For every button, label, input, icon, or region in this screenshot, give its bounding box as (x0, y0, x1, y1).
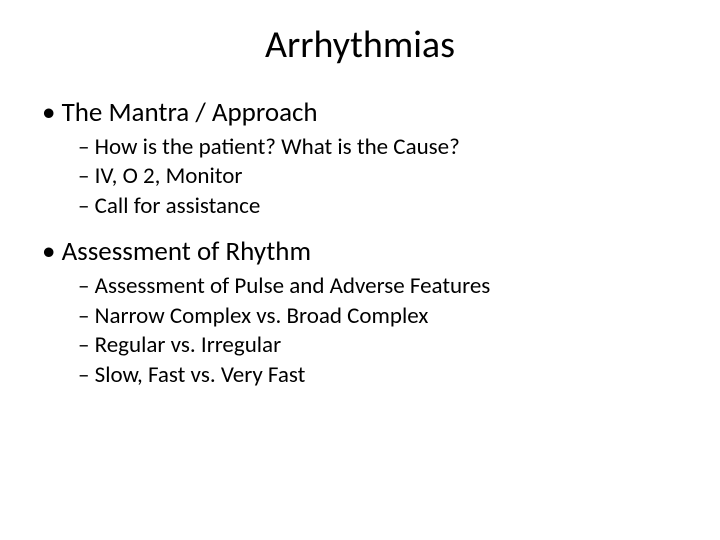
bullet-text: Assessment of Rhythm (62, 235, 311, 268)
bullet-text: IV, O 2, Monitor (95, 162, 243, 190)
bullet-text: Slow, Fast vs. Very Fast (95, 361, 306, 389)
content-body: The Mantra / Approach How is the patient… (30, 96, 690, 390)
bullet-level2: Slow, Fast vs. Very Fast (36, 361, 690, 390)
bullet-text: Assessment of Pulse and Adverse Features (95, 272, 491, 300)
sub-bullet-group: Assessment of Pulse and Adverse Features… (36, 272, 690, 390)
bullet-level2: Narrow Complex vs. Broad Complex (36, 302, 690, 331)
bullet-level2: How is the patient? What is the Cause? (36, 133, 690, 162)
bullet-text: How is the patient? What is the Cause? (95, 133, 460, 161)
slide-title: Arrhythmias (30, 22, 690, 68)
bullet-level2: Regular vs. Irregular (36, 331, 690, 360)
sub-bullet-group: How is the patient? What is the Cause? I… (36, 133, 690, 221)
bullet-text: The Mantra / Approach (62, 96, 318, 129)
bullet-level1: The Mantra / Approach (36, 96, 690, 129)
bullet-level2: Call for assistance (36, 192, 690, 221)
bullet-text: Narrow Complex vs. Broad Complex (95, 302, 429, 330)
bullet-level1: Assessment of Rhythm (36, 235, 690, 268)
bullet-level2: IV, O 2, Monitor (36, 162, 690, 191)
slide: Arrhythmias The Mantra / Approach How is… (0, 0, 720, 540)
bullet-level2: Assessment of Pulse and Adverse Features (36, 272, 690, 301)
bullet-text: Regular vs. Irregular (95, 331, 281, 359)
bullet-text: Call for assistance (95, 192, 261, 220)
